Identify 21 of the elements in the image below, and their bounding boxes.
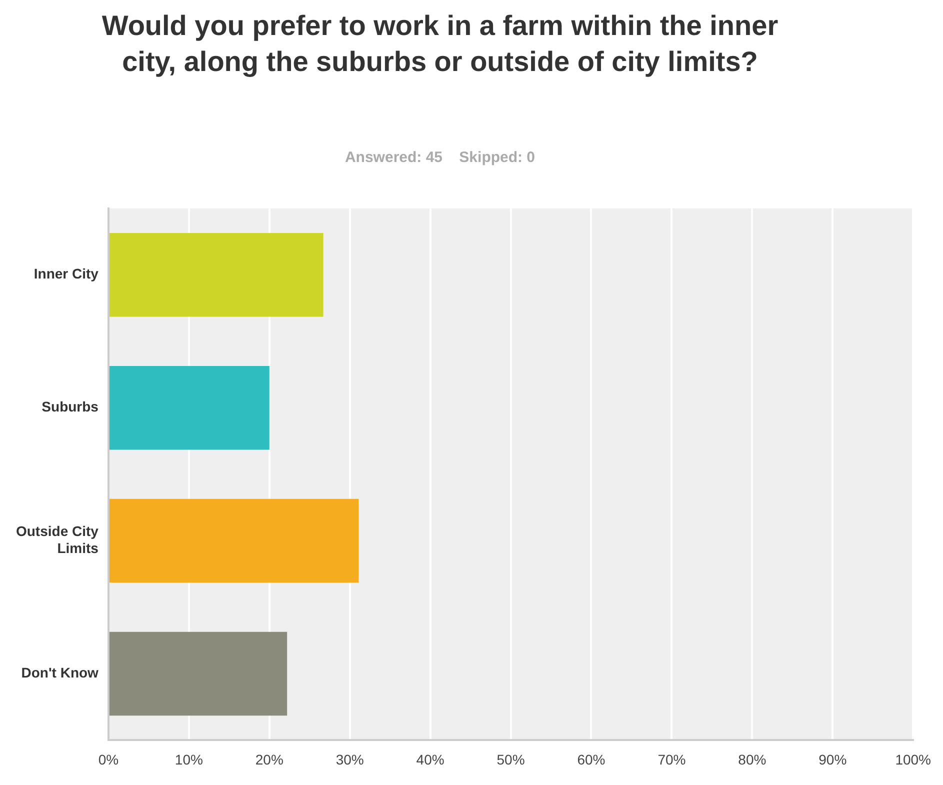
y-tick-label: Suburbs	[42, 398, 99, 415]
y-tick-label: Inner City	[34, 266, 99, 282]
bar	[109, 632, 288, 716]
x-tick-label: 70%	[658, 751, 686, 768]
x-tick-label: 0%	[98, 751, 119, 768]
x-tick-label: 90%	[818, 751, 847, 768]
x-tick-label: 10%	[174, 751, 203, 768]
x-tick-label: 40%	[416, 751, 444, 768]
y-tick-label: Don't Know	[21, 664, 99, 681]
x-tick-label: 50%	[496, 751, 525, 768]
x-tick-label: 30%	[336, 751, 364, 768]
x-tick-label: 100%	[895, 751, 932, 768]
bar	[109, 366, 270, 450]
x-tick-label: 20%	[255, 751, 284, 768]
chart-subtitle: Answered: 45 Skipped: 0	[344, 149, 536, 166]
chart-title: Would you prefer to work in a farm within the inner city, along the suburbs or outside of city limits?	[100, 9, 780, 79]
bar	[109, 498, 359, 583]
x-tick-label: 60%	[577, 751, 606, 768]
x-tick-label: 80%	[738, 751, 766, 768]
y-tick-label: Outside City Limits	[16, 523, 99, 556]
bar	[109, 232, 324, 317]
